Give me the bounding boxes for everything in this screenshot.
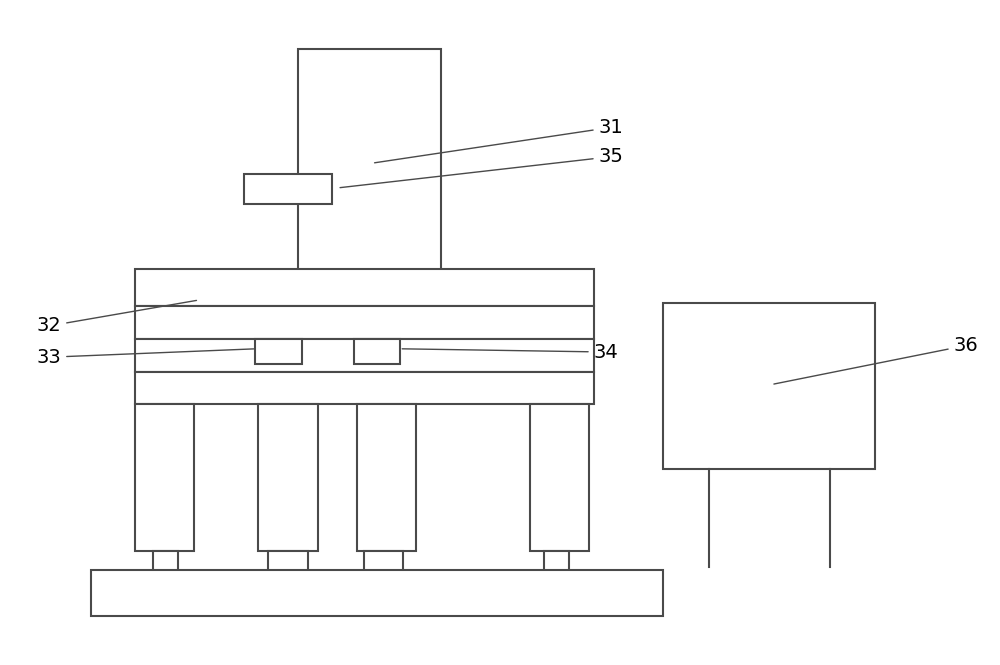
Text: 33: 33 (36, 348, 254, 366)
Text: 36: 36 (774, 336, 978, 384)
Bar (544, 551, 569, 573)
Bar (135, 404, 194, 551)
Bar (663, 303, 875, 469)
Text: 32: 32 (36, 301, 196, 335)
Bar (244, 174, 332, 203)
Bar (364, 551, 403, 573)
Bar (298, 49, 441, 271)
Bar (135, 339, 594, 372)
Bar (354, 339, 400, 364)
Bar (91, 570, 663, 616)
Bar (268, 551, 308, 573)
Text: 35: 35 (340, 147, 623, 188)
Bar (530, 404, 589, 551)
Bar (135, 372, 594, 404)
Bar (255, 339, 302, 364)
Bar (357, 404, 416, 551)
Bar (135, 307, 594, 339)
Bar (258, 404, 318, 551)
Text: 31: 31 (375, 118, 623, 163)
Text: 34: 34 (402, 342, 618, 362)
Bar (153, 551, 178, 573)
Bar (135, 269, 594, 307)
